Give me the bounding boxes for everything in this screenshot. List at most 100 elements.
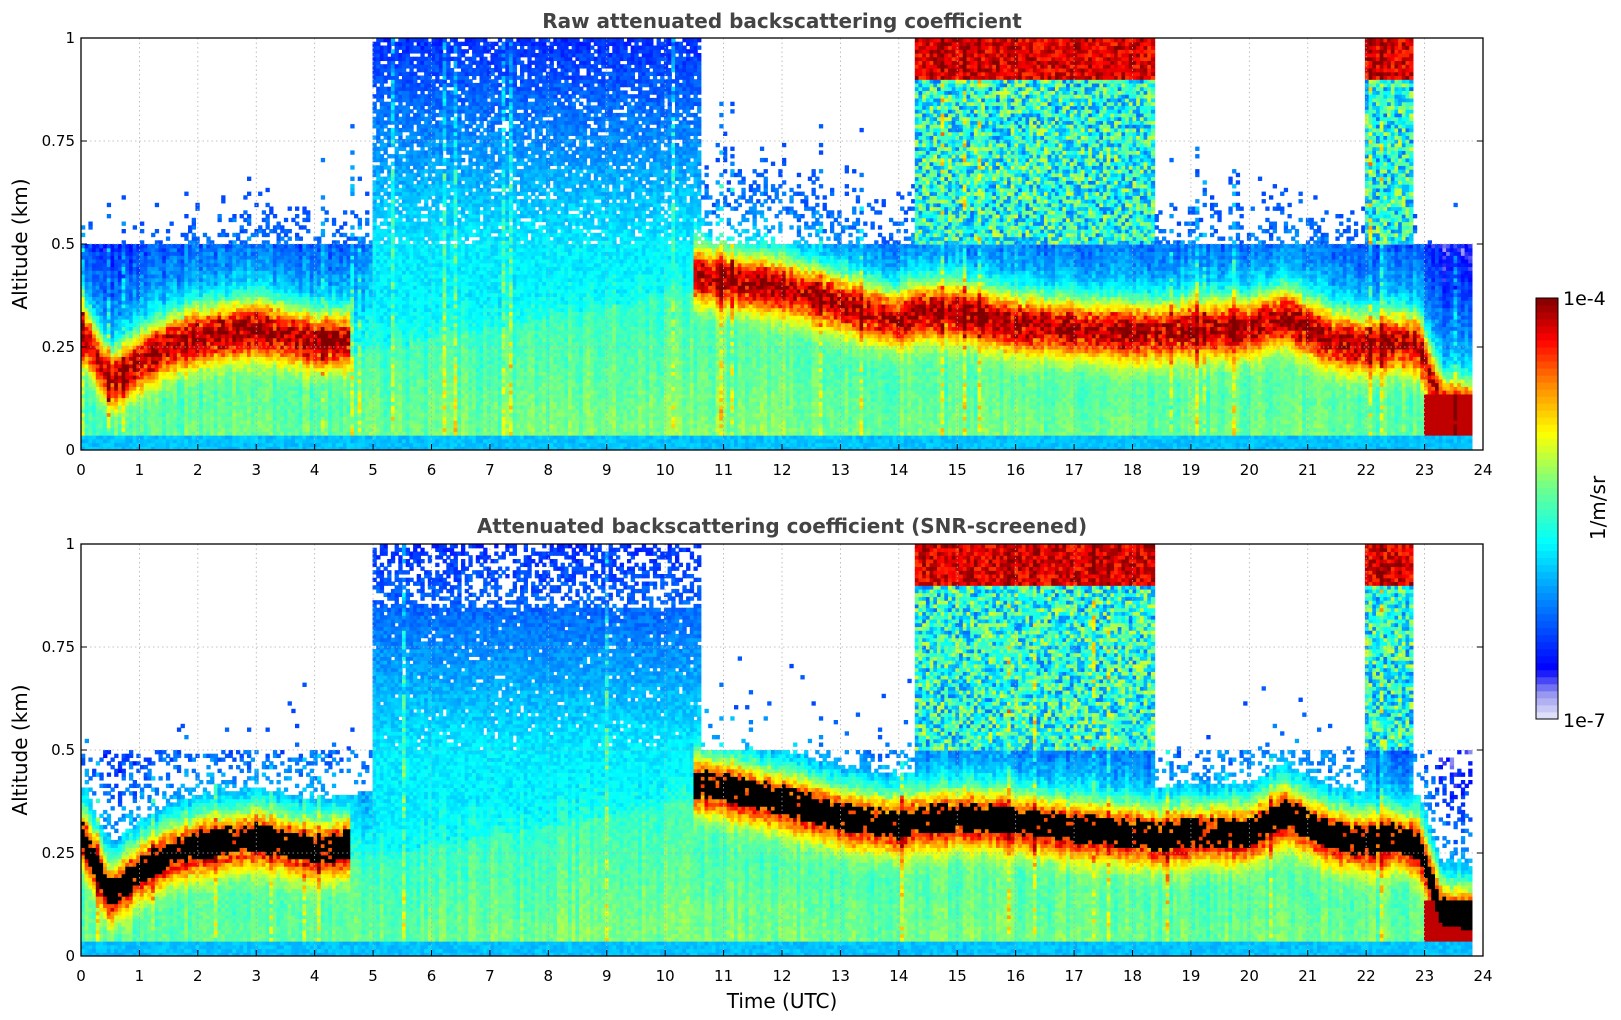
colorbar-band [1536, 669, 1558, 678]
colorbar-band [1536, 515, 1558, 523]
colorbar-band [1536, 375, 1558, 383]
x-tick-label: 6 [427, 461, 437, 479]
colorbar-gradient [1536, 298, 1558, 720]
colorbar-band [1536, 641, 1558, 650]
colorbar-band [1536, 599, 1558, 608]
colorbar-band [1536, 697, 1558, 706]
x-tick-label: 5 [368, 461, 378, 479]
colorbar-band [1536, 550, 1558, 559]
x-tick-label: 13 [831, 461, 850, 479]
x-tick-label: 24 [1473, 461, 1492, 479]
y-tick-label: 0.75 [42, 638, 75, 656]
colorbar-band [1536, 424, 1558, 432]
colorbar-band [1536, 571, 1558, 580]
y-tick-label: 0.25 [42, 338, 75, 356]
colorbar-band [1536, 648, 1558, 657]
x-tick-label: 14 [889, 967, 908, 985]
panel-screened-heatmap [81, 544, 1473, 956]
colorbar-band [1536, 676, 1558, 685]
panel-raw-grid [81, 38, 1483, 450]
colorbar-band [1536, 564, 1558, 573]
x-tick-label: 2 [193, 461, 203, 479]
colorbar-band [1536, 445, 1558, 453]
panel-screened-y-ticks: 0 0.25 0.5 0.75 1 [42, 535, 1483, 965]
colorbar-band [1536, 368, 1558, 376]
x-tick-label: 24 [1473, 967, 1492, 985]
colorbar-band [1536, 382, 1558, 390]
colorbar-band [1536, 438, 1558, 446]
colorbar-band [1536, 585, 1558, 594]
x-tick-label: 4 [310, 461, 320, 479]
colorbar-band [1536, 543, 1558, 551]
colorbar-band [1536, 459, 1558, 467]
x-tick-label: 8 [544, 461, 554, 479]
colorbar-band [1536, 501, 1558, 509]
x-tick-label: 3 [251, 967, 261, 985]
x-tick-label: 17 [1065, 967, 1084, 985]
colorbar-band [1536, 494, 1558, 502]
panel-screened-title: Attenuated backscattering coefficient (S… [477, 514, 1087, 538]
panel-screened-x-ticks: 0 1 2 3 4 5 6 7 8 9 10 11 12 13 14 15 16 17 18 19 20 21 22 23 24 [76, 950, 1493, 985]
colorbar-band [1536, 592, 1558, 601]
x-tick-label: 0 [76, 461, 86, 479]
colorbar-band [1536, 683, 1558, 692]
y-tick-label: 0.75 [42, 132, 75, 150]
colorbar-min-label: 1e-7 [1563, 710, 1606, 732]
colorbar-band [1536, 487, 1558, 495]
x-tick-label: 1 [135, 461, 145, 479]
x-tick-label: 3 [251, 461, 261, 479]
colorbar-band [1536, 655, 1558, 664]
colorbar-band [1536, 690, 1558, 699]
colorbar-band [1536, 340, 1558, 348]
y-tick-label: 1 [65, 29, 75, 47]
colorbar-band [1536, 466, 1558, 474]
x-tick-label: 4 [310, 967, 320, 985]
x-tick-label: 9 [602, 461, 612, 479]
colorbar-band [1536, 704, 1558, 713]
colorbar-band [1536, 711, 1558, 720]
colorbar-band [1536, 578, 1558, 587]
colorbar-band [1536, 662, 1558, 671]
x-tick-label: 18 [1123, 967, 1142, 985]
colorbar-band [1536, 620, 1558, 629]
colorbar-band [1536, 634, 1558, 643]
colorbar-band [1536, 389, 1558, 397]
colorbar-label: 1/m/sr [1586, 475, 1610, 540]
x-tick-label: 5 [368, 967, 378, 985]
colorbar-band [1536, 613, 1558, 622]
panel-raw-y-ticks: 0 0.25 0.5 0.75 1 [42, 29, 1483, 459]
x-tick-label: 7 [485, 461, 495, 479]
x-tick-label: 13 [831, 967, 850, 985]
x-tick-label: 17 [1065, 461, 1084, 479]
y-tick-label: 0.5 [51, 235, 75, 253]
colorbar-band [1536, 480, 1558, 488]
colorbar-band [1536, 508, 1558, 516]
panel-screened: Attenuated backscattering coefficient (S… [8, 514, 1493, 1013]
x-tick-label: 19 [1181, 461, 1200, 479]
x-tick-label: 21 [1298, 461, 1317, 479]
x-tick-label: 11 [714, 461, 733, 479]
colorbar-band [1536, 417, 1558, 425]
x-tick-label: 7 [485, 967, 495, 985]
x-tick-label: 16 [1006, 967, 1025, 985]
x-tick-label: 1 [135, 967, 145, 985]
x-tick-label: 21 [1298, 967, 1317, 985]
x-tick-label: 20 [1240, 967, 1259, 985]
x-tick-label: 19 [1181, 967, 1200, 985]
panel-raw-y-label: Altitude (km) [8, 178, 32, 309]
colorbar-band [1536, 431, 1558, 439]
panel-screened-grid [81, 544, 1483, 956]
x-tick-label: 23 [1415, 461, 1434, 479]
colorbar-band [1536, 536, 1558, 544]
y-tick-label: 1 [65, 535, 75, 553]
x-tick-label: 22 [1357, 967, 1376, 985]
colorbar-band [1536, 319, 1558, 327]
y-tick-label: 0 [65, 441, 75, 459]
colorbar-band [1536, 354, 1558, 362]
x-tick-label: 6 [427, 967, 437, 985]
y-tick-label: 0 [65, 947, 75, 965]
y-tick-label: 0.5 [51, 741, 75, 759]
colorbar-band [1536, 333, 1558, 341]
colorbar-band [1536, 396, 1558, 404]
